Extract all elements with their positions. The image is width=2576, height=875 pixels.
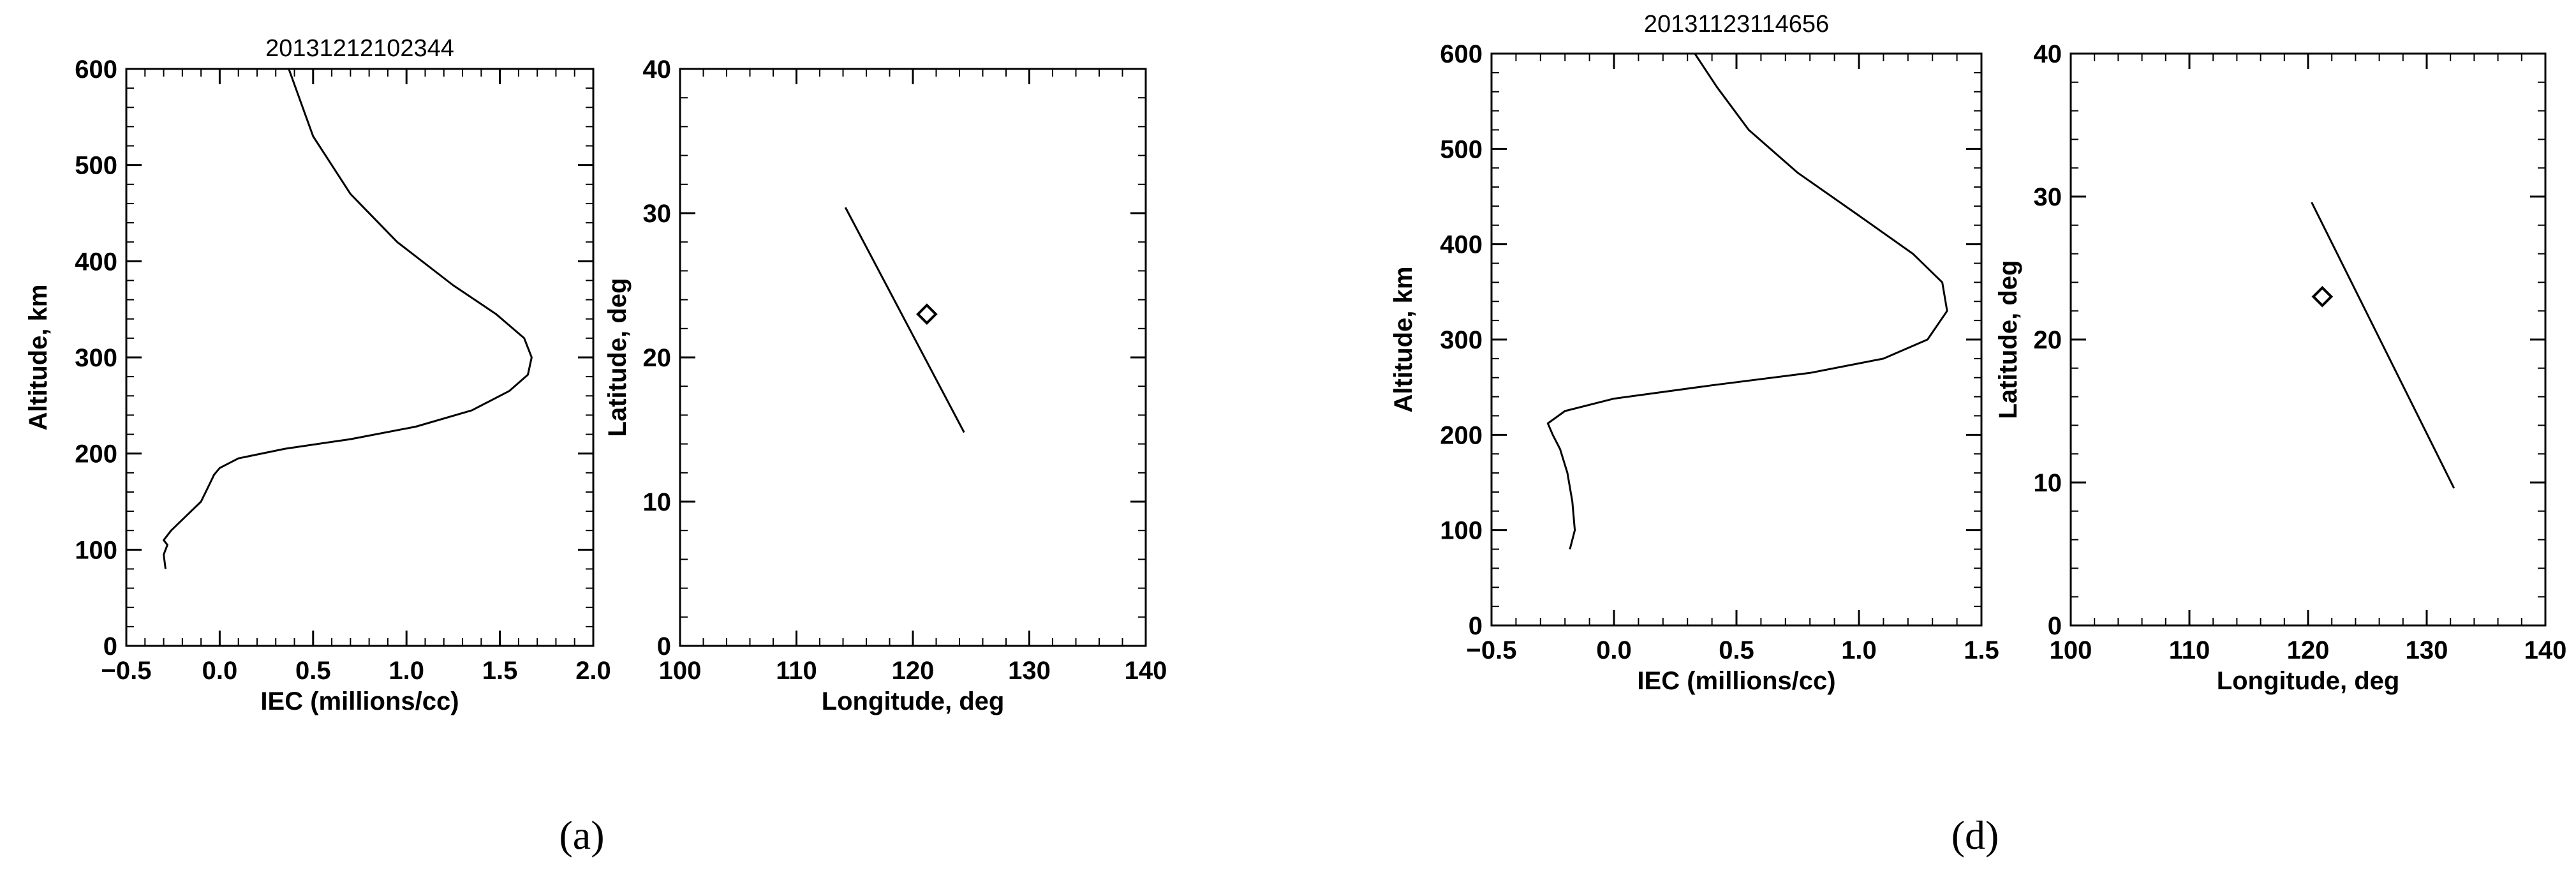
x-tick-label: 120: [2287, 636, 2330, 664]
y-tick-label: 20: [2034, 326, 2062, 354]
x-tick-label: 0.5: [1719, 636, 1754, 664]
series-line: [163, 68, 533, 569]
chart-0: −0.5 0.0 0.5 1.0 1.5 2.0 0 100 200 300 400 500 600 IE…: [24, 35, 611, 715]
y-tick-label: 0: [657, 632, 671, 661]
y-tick-label: 500: [1440, 135, 1483, 163]
y-tick-label: 30: [2034, 183, 2062, 211]
chart-title: 20131123114656: [1644, 11, 1829, 38]
series-line: [844, 207, 965, 433]
y-tick-label: 200: [1440, 421, 1483, 449]
chart-title: 20131212102344: [265, 35, 454, 62]
y-tick-label: 100: [1440, 517, 1483, 545]
x-tick-label: 1.5: [1964, 636, 1999, 664]
y-tick-label: 0: [103, 632, 117, 661]
x-tick-label: 0.0: [1596, 636, 1632, 664]
plot-frame: [125, 68, 595, 647]
x-axis-label: Longitude, deg: [2217, 667, 2400, 695]
y-tick-label: 200: [75, 440, 117, 468]
x-tick-label: 1.0: [1841, 636, 1877, 664]
y-axis-label: Altitude, km: [1389, 267, 1418, 413]
data-point-diamond: [916, 303, 938, 325]
y-tick-label: 600: [1440, 40, 1483, 68]
x-tick-label: 140: [2524, 636, 2567, 664]
y-tick-label: 40: [2034, 40, 2062, 68]
panel-letter-d: (d): [1951, 812, 1999, 858]
y-tick-label: 0: [2048, 612, 2062, 640]
y-axis-label: Latitude, deg: [1994, 260, 2022, 419]
x-tick-label: 130: [2406, 636, 2448, 664]
x-tick-label: −0.5: [101, 657, 152, 685]
data-point-diamond: [2311, 285, 2334, 308]
x-tick-label: 120: [892, 657, 935, 685]
y-tick-label: 600: [75, 56, 117, 84]
x-tick-label: 110: [776, 657, 817, 685]
y-axis-label: Altitude, km: [24, 285, 52, 431]
x-tick-label: 110: [2169, 636, 2210, 664]
y-tick-label: 0: [1469, 612, 1483, 640]
y-tick-label: 400: [1440, 231, 1483, 259]
plot-frame: [1490, 52, 1983, 627]
y-tick-label: 300: [75, 344, 117, 372]
x-axis-label: IEC (millions/cc): [1637, 667, 1835, 695]
x-tick-label: 100: [659, 657, 702, 685]
x-tick-label: 1.0: [389, 657, 424, 685]
x-tick-label: 140: [1125, 657, 1167, 685]
y-tick-label: 30: [643, 200, 672, 228]
y-tick-label: 40: [643, 56, 672, 84]
chart-2: −0.5 0.0 0.5 1.0 1.5 0 100 200 300 400 500 600 IEC (…: [1389, 11, 1999, 695]
x-tick-label: 130: [1008, 657, 1051, 685]
panel-letter-a: (a): [559, 812, 604, 858]
x-tick-label: −0.5: [1467, 636, 1517, 664]
series-line: [2311, 202, 2455, 489]
chart-3: 100 110 120 130 140 0 10 20 30 40 Longitude, deg La…: [1994, 40, 2566, 695]
x-tick-label: 0.5: [295, 657, 331, 685]
x-axis-label: IEC (millions/cc): [260, 687, 459, 715]
y-tick-label: 20: [643, 344, 672, 372]
y-tick-label: 10: [2034, 469, 2062, 497]
x-tick-label: 0.0: [202, 657, 238, 685]
series-line: [1546, 53, 1948, 550]
x-tick-label: 2.0: [575, 657, 611, 685]
x-axis-label: Longitude, deg: [822, 687, 1005, 715]
y-tick-label: 100: [75, 536, 117, 564]
plot-frame: [2069, 52, 2547, 627]
y-tick-label: 10: [643, 488, 672, 516]
y-tick-label: 500: [75, 152, 117, 180]
plot-frame: [679, 68, 1147, 647]
y-axis-label: Latitude, deg: [603, 278, 632, 437]
y-tick-label: 400: [75, 248, 117, 276]
y-tick-label: 300: [1440, 326, 1483, 354]
x-tick-label: 1.5: [482, 657, 518, 685]
x-tick-label: 100: [2050, 636, 2092, 664]
chart-1: 100 110 120 130 140 0 10 20 30 40 Longitude, deg La…: [603, 56, 1167, 715]
